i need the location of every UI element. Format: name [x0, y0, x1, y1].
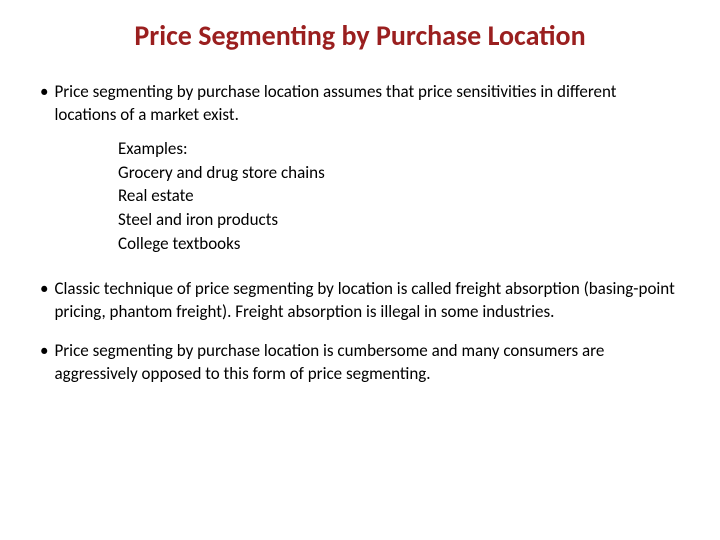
examples-line-2: Real estate: [118, 184, 680, 208]
bullet-text-3: Price segmenting by purchase location is…: [54, 340, 680, 386]
bullet-text-1: Price segmenting by purchase location as…: [54, 81, 680, 127]
bullet-marker-icon: •: [40, 81, 48, 104]
examples-line-3: Steel and iron products: [118, 208, 680, 232]
examples-block: Examples: Grocery and drug store chains …: [118, 137, 680, 256]
bullet-marker-icon: •: [40, 340, 48, 363]
bullet-text-2: Classic technique of price segmenting by…: [54, 278, 680, 324]
examples-label: Examples:: [118, 137, 680, 161]
bullet-point-1: • Price segmenting by purchase location …: [40, 81, 680, 127]
slide-title: Price Segmenting by Purchase Location: [40, 18, 680, 53]
bullet-point-3: • Price segmenting by purchase location …: [40, 340, 680, 386]
examples-line-1: Grocery and drug store chains: [118, 161, 680, 185]
bullet-marker-icon: •: [40, 278, 48, 301]
slide-container: Price Segmenting by Purchase Location • …: [0, 0, 720, 540]
examples-line-4: College textbooks: [118, 232, 680, 256]
bullet-point-2: • Classic technique of price segmenting …: [40, 278, 680, 324]
